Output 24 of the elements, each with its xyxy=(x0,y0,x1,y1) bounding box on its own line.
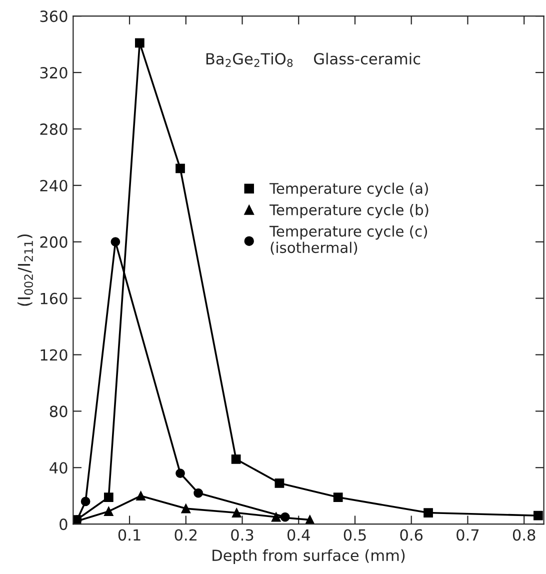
x-tick-label: 0.4 xyxy=(287,529,310,541)
x-tick-label: 0.8 xyxy=(512,529,536,541)
x-tick-label: 0.3 xyxy=(231,529,254,541)
y-tick-label: 360 xyxy=(40,10,68,22)
legend-label: Temperature cycle (c) (isothermal) xyxy=(269,225,428,255)
legend-label: Temperature cycle (a) xyxy=(269,182,428,197)
y-tick-label: 160 xyxy=(40,292,68,304)
text: Ba$_{2}$Ge$_{2}$TiO$_{8}$ Glass-ceramic xyxy=(206,52,420,67)
y-tick-label: 80 xyxy=(50,406,68,418)
x-tick-label: 0.7 xyxy=(456,529,479,541)
y-tick-label: 120 xyxy=(40,349,68,361)
y-tick-label: 240 xyxy=(40,180,68,192)
y-tick-label: 280 xyxy=(40,123,68,135)
y-tick-label: 0 xyxy=(60,518,68,530)
x-axis-title: Depth from surface (mm) xyxy=(212,549,405,564)
x-tick-label: 0.5 xyxy=(344,529,366,541)
x-tick-label: 0.1 xyxy=(118,529,140,541)
y-tick-label: 200 xyxy=(40,236,68,248)
y-tick-label: 40 xyxy=(50,462,68,474)
x-tick-label: 0.2 xyxy=(174,529,197,541)
y-axis-title: (I$_{002}$/I$_{211}$) xyxy=(17,234,33,306)
y-tick-label: 320 xyxy=(40,66,68,79)
x-tick-label: 0.6 xyxy=(400,529,423,541)
legend-label: Temperature cycle (b) xyxy=(269,204,428,218)
